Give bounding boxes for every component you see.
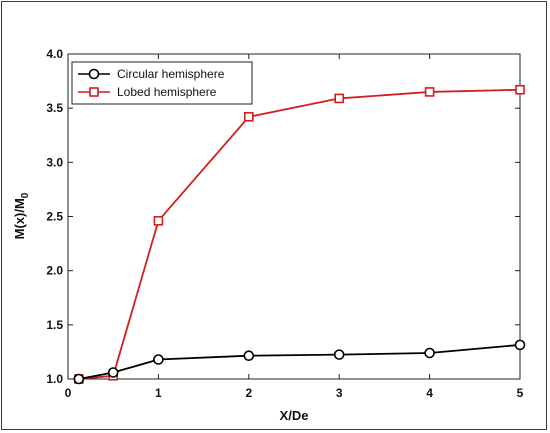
x-tick-label: 1	[155, 386, 162, 400]
legend-label-circular: Circular hemisphere	[117, 67, 225, 81]
data-point-circular	[333, 349, 345, 360]
data-point-circular	[514, 339, 526, 351]
y-axis-label-subscript: 0	[20, 192, 31, 198]
data-point-circular	[73, 373, 85, 385]
x-tick-label: 3	[336, 386, 343, 400]
legend-marker-square	[89, 87, 99, 97]
y-tick-label: 1.0	[46, 372, 63, 386]
data-point-circular	[153, 354, 164, 365]
legend: Circular hemisphere Lobed hemisphere	[71, 61, 253, 105]
legend-marker-circle	[88, 68, 100, 80]
legend-label-lobed: Lobed hemisphere	[117, 85, 217, 99]
series-line-lobed	[78, 88, 521, 380]
x-tick-label: 0	[65, 386, 72, 400]
series-line-circular	[78, 343, 521, 380]
x-tick-label: 2	[245, 386, 252, 400]
data-point-lobed	[334, 93, 345, 104]
y-axis-label-main: M(x)/M	[12, 198, 27, 239]
data-point-lobed	[153, 216, 164, 226]
y-tick-label: 4.0	[46, 47, 63, 61]
y-tick-label: 3.5	[46, 101, 63, 115]
data-point-lobed	[424, 87, 435, 97]
y-tick-label: 3.0	[46, 155, 63, 169]
data-point-lobed	[244, 112, 254, 122]
y-tick-label: 1.5	[46, 318, 63, 332]
x-axis-label: X/De	[280, 408, 309, 423]
series-layer	[73, 84, 526, 385]
x-tick-label: 5	[517, 386, 524, 400]
data-point-circular	[424, 347, 435, 359]
plot-area	[67, 53, 521, 380]
legend-box	[71, 61, 253, 105]
y-axis-label-group: M(x)/M0	[12, 192, 31, 239]
y-axis-label: M(x)/M0	[12, 192, 31, 239]
data-point-lobed	[515, 84, 525, 95]
data-point-circular	[107, 367, 119, 378]
data-point-circular	[243, 350, 255, 362]
y-tick-label: 2.0	[46, 264, 63, 278]
y-tick-label: 2.5	[46, 210, 63, 224]
x-tick-label: 4	[426, 386, 433, 400]
